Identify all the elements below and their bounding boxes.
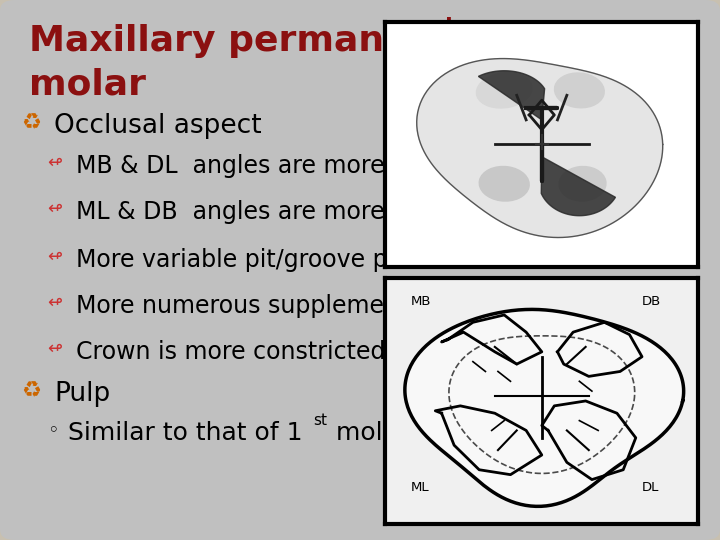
Text: DB: DB	[642, 295, 661, 308]
Text: ↫: ↫	[47, 200, 62, 218]
Text: Crown is more constricted MD: Crown is more constricted MD	[76, 340, 431, 364]
Text: DL: DL	[642, 481, 660, 494]
Polygon shape	[478, 71, 544, 120]
Text: ↫: ↫	[47, 340, 62, 358]
Text: More variable pit/groove pattern: More variable pit/groove pattern	[76, 248, 459, 272]
Ellipse shape	[480, 166, 529, 201]
Ellipse shape	[559, 166, 606, 201]
Ellipse shape	[554, 73, 604, 108]
Text: molar: molar	[29, 68, 145, 102]
Text: More numerous supplementary groove: More numerous supplementary groove	[76, 294, 535, 318]
Text: st: st	[313, 413, 327, 428]
Text: ♻: ♻	[22, 113, 42, 133]
Text: Similar to that of 1: Similar to that of 1	[68, 421, 303, 445]
Text: ML: ML	[410, 481, 429, 494]
Text: molar: molar	[328, 421, 408, 445]
Text: ♻: ♻	[22, 381, 42, 401]
Text: Occlusal aspect: Occlusal aspect	[54, 113, 261, 139]
Text: ↫: ↫	[47, 154, 62, 172]
Polygon shape	[541, 157, 616, 215]
Text: MB: MB	[410, 295, 431, 308]
Text: Maxillary permanent 2: Maxillary permanent 2	[29, 24, 490, 58]
Text: ↫: ↫	[47, 294, 62, 312]
Text: ML & DB  angles are more obtuse: ML & DB angles are more obtuse	[76, 200, 472, 224]
Text: ◦: ◦	[47, 421, 58, 440]
Text: ↫: ↫	[47, 248, 62, 266]
Text: nd: nd	[421, 17, 453, 37]
Text: MB & DL  angles are more acute: MB & DL angles are more acute	[76, 154, 458, 178]
Ellipse shape	[477, 73, 532, 108]
Polygon shape	[405, 309, 684, 507]
Polygon shape	[417, 58, 662, 238]
Text: Pulp: Pulp	[54, 381, 110, 407]
